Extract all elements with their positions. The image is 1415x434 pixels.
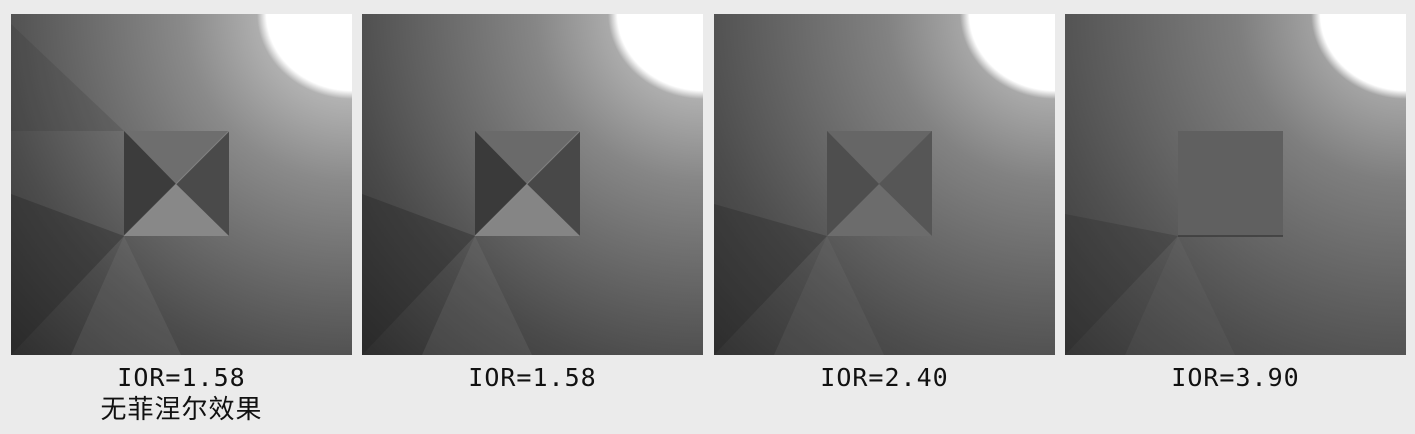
caption-3: IOR=2.40 [714, 362, 1055, 394]
light-source [608, 14, 703, 99]
caption-3-ior: IOR=2.40 [820, 363, 949, 392]
render-panel-4 [1065, 14, 1406, 355]
render-image-4 [1065, 14, 1406, 355]
render-image-2 [362, 14, 703, 355]
light-source [257, 14, 352, 99]
render-panel-1 [11, 14, 352, 355]
caption-2-ior: IOR=1.58 [468, 363, 597, 392]
caption-4: IOR=3.90 [1065, 362, 1406, 394]
render-panel-2 [362, 14, 703, 355]
light-source [960, 14, 1055, 99]
render-panel-3 [714, 14, 1055, 355]
light-source [1311, 14, 1406, 99]
caption-1-note: 无菲涅尔效果 [100, 395, 263, 425]
caption-4-ior: IOR=3.90 [1171, 363, 1300, 392]
caption-1-ior: IOR=1.58 [117, 363, 246, 392]
square-object [1178, 131, 1283, 236]
render-image-1 [11, 14, 352, 355]
caption-2: IOR=1.58 [362, 362, 703, 394]
caption-1: IOR=1.58 无菲涅尔效果 [11, 362, 352, 426]
render-image-3 [714, 14, 1055, 355]
